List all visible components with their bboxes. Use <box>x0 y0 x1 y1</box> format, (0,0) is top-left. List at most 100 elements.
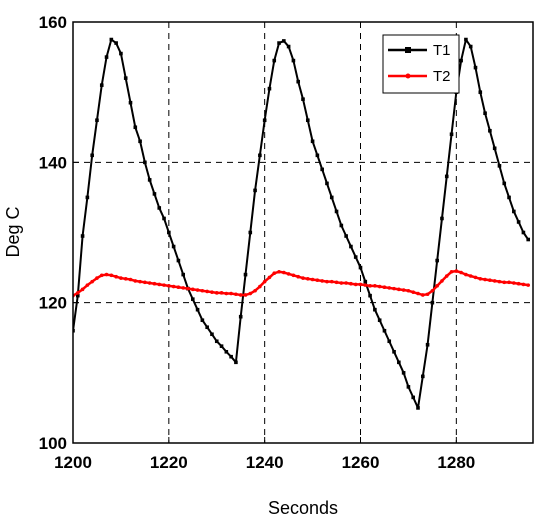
data-point <box>468 44 473 49</box>
data-point <box>200 288 205 293</box>
data-point <box>502 181 507 186</box>
data-point <box>320 167 324 172</box>
data-point <box>243 293 248 297</box>
data-point <box>349 281 353 286</box>
data-point <box>363 283 368 287</box>
legend-marker <box>405 73 411 79</box>
x-tick-label: 1200 <box>54 453 92 472</box>
data-point <box>521 230 526 235</box>
data-point <box>334 280 339 285</box>
data-point <box>334 209 339 214</box>
x-tick-label: 1280 <box>437 453 475 472</box>
data-point <box>267 86 272 91</box>
data-point <box>368 293 372 298</box>
data-point <box>291 58 296 63</box>
data-point <box>286 44 291 49</box>
data-point <box>420 374 425 379</box>
data-point <box>478 90 483 94</box>
data-point <box>507 195 511 200</box>
data-point <box>512 209 516 214</box>
data-point <box>329 195 334 200</box>
legend-label: T1 <box>433 42 451 59</box>
data-point <box>502 280 507 285</box>
data-point <box>411 395 416 400</box>
data-point <box>157 206 162 210</box>
legend-marker <box>405 47 411 53</box>
data-point <box>133 279 138 283</box>
data-point <box>253 288 257 293</box>
legend-label: T2 <box>433 68 451 85</box>
data-point <box>123 277 128 281</box>
series-line-t2 <box>73 269 529 297</box>
data-point <box>176 258 181 263</box>
data-point <box>344 234 348 238</box>
y-tick-label: 140 <box>39 153 67 172</box>
data-point <box>377 318 382 323</box>
data-point <box>152 192 157 196</box>
data-point <box>138 139 142 144</box>
data-point <box>315 278 320 283</box>
data-point <box>138 279 142 284</box>
data-point <box>444 274 449 278</box>
data-point <box>449 132 454 137</box>
data-point <box>104 272 109 277</box>
data-point <box>190 287 195 292</box>
data-point <box>243 272 248 277</box>
data-point <box>325 279 329 284</box>
data-point <box>397 287 401 292</box>
data-point <box>147 281 152 285</box>
data-point <box>171 244 176 249</box>
data-point <box>90 279 94 284</box>
data-point <box>296 79 301 84</box>
data-point <box>80 234 85 238</box>
data-point <box>406 385 411 389</box>
data-point <box>358 282 363 287</box>
data-point <box>99 83 104 87</box>
data-point <box>282 270 286 275</box>
data-point <box>478 277 483 281</box>
data-point <box>128 277 133 282</box>
data-point <box>104 55 109 59</box>
data-point <box>128 100 133 105</box>
data-point <box>301 97 305 101</box>
data-point <box>85 195 90 200</box>
data-point <box>109 273 114 278</box>
data-point <box>238 314 243 319</box>
data-point <box>80 287 85 292</box>
data-point <box>339 281 344 285</box>
data-point <box>358 265 363 270</box>
plot-area-frame <box>72 21 534 444</box>
data-point <box>229 354 233 359</box>
data-point <box>205 325 209 330</box>
data-point <box>224 349 229 354</box>
data-point <box>430 288 435 293</box>
data-point <box>459 270 463 275</box>
data-point <box>171 284 176 289</box>
data-point <box>521 282 526 287</box>
legend-item-t2: T2 <box>388 68 451 85</box>
data-point <box>444 174 449 179</box>
legend-item-t1: T1 <box>388 42 451 59</box>
data-point <box>123 76 128 80</box>
data-point <box>301 276 305 280</box>
data-point <box>473 275 478 280</box>
data-point <box>195 288 200 292</box>
data-point <box>176 285 181 290</box>
data-point <box>440 216 444 221</box>
data-point <box>310 277 315 282</box>
data-point <box>382 285 387 290</box>
data-point <box>435 258 439 263</box>
data-point <box>473 65 478 70</box>
data-point <box>167 284 171 288</box>
data-point <box>449 269 454 274</box>
data-point <box>382 328 387 333</box>
data-point <box>162 216 166 221</box>
data-point <box>291 273 296 278</box>
data-point <box>119 51 123 56</box>
data-point <box>147 178 152 182</box>
data-point <box>272 271 277 275</box>
data-point <box>99 273 104 278</box>
data-point <box>133 125 138 130</box>
data-point <box>296 274 301 279</box>
data-point <box>262 118 267 123</box>
